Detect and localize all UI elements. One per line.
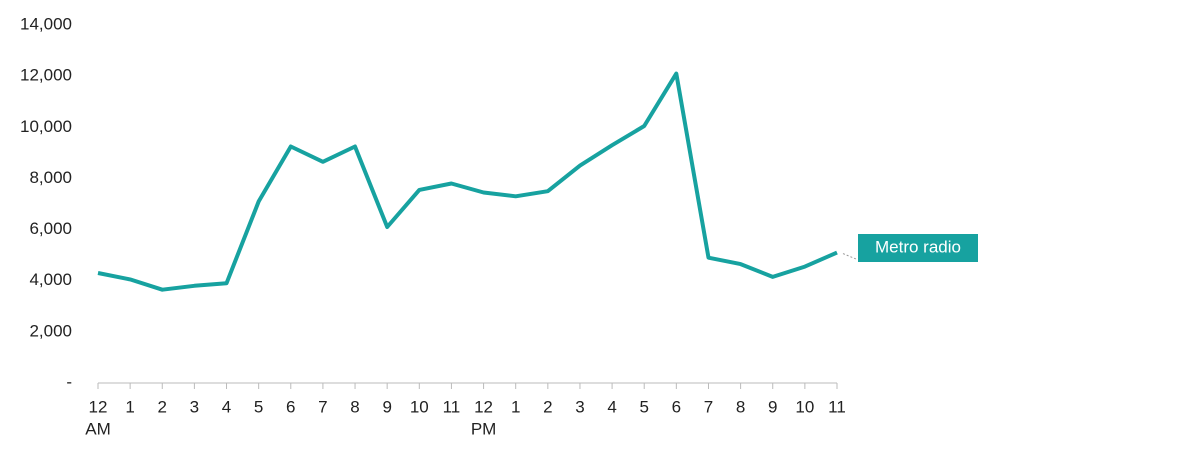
x-tick-label: 10 [795,397,814,416]
y-tick-label: - [66,372,72,391]
x-tick-label: 2 [158,397,167,416]
x-tick-label: 3 [575,397,584,416]
x-sublabel: AM [85,419,111,438]
x-tick-label: 12 [89,397,108,416]
y-tick-label: 2,000 [29,321,72,340]
label-box [858,234,978,262]
x-tick-label: 8 [350,397,359,416]
x-tick-label: 7 [704,397,713,416]
series-label: Metro radio [875,237,961,256]
x-tick-label: 10 [410,397,429,416]
x-tick-label: 11 [443,397,461,416]
line [97,71,838,292]
x-tick-label: 12 [474,397,493,416]
x-sublabel: PM [471,419,497,438]
x-tick-label: 11 [828,397,846,416]
y-tick-label: 4,000 [29,270,72,289]
y-tick-label: 8,000 [29,168,72,187]
x-tick-label: 2 [543,397,552,416]
x-tick-label: 3 [190,397,199,416]
x-tick-label: 6 [286,397,295,416]
x-tick-label: 9 [382,397,391,416]
x-tick-label: 6 [672,397,681,416]
y-tick-label: 10,000 [20,117,72,136]
y-tick-label: 14,000 [20,14,72,33]
x-tick-label: 5 [254,397,263,416]
x-tick-label: 8 [736,397,745,416]
x-tick-label: 7 [318,397,327,416]
x-tick-label: 4 [607,397,616,416]
x-tick-label: 4 [222,397,231,416]
x-tick-label: 1 [511,397,520,416]
label-leader [842,253,857,260]
x-tick-label: 9 [768,397,777,416]
x-tick-label: 1 [125,397,134,416]
y-tick-label: 12,000 [20,66,72,85]
x-tick-label: 5 [639,397,648,416]
y-tick-label: 6,000 [29,219,72,238]
